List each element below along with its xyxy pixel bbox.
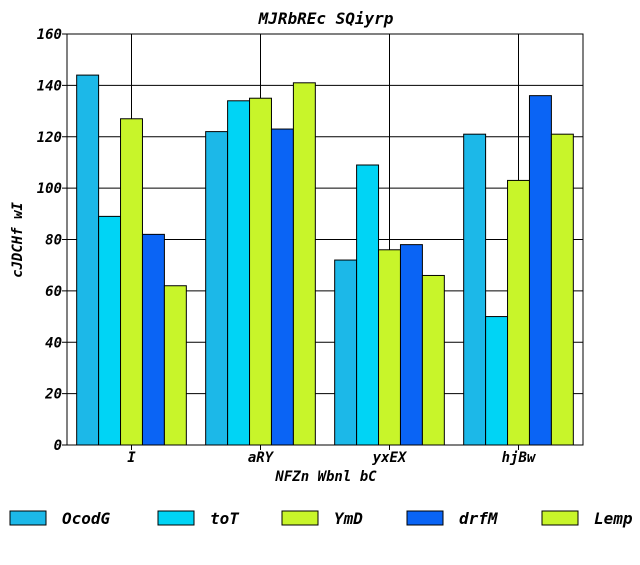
bar-toT-yxEX xyxy=(356,164,380,446)
bar-toT-hjBw xyxy=(485,316,509,446)
bar-OcodG-yxEX xyxy=(334,259,358,446)
bar-toT-I xyxy=(98,215,122,446)
x-axis-label: NFZn Wbnl bC xyxy=(274,469,377,485)
legend-label-Lemp: Lemp xyxy=(594,509,633,528)
y-tick-label: 80 xyxy=(45,233,62,249)
x-tick-label: I xyxy=(127,450,136,466)
bar-OcodG-I xyxy=(76,74,100,446)
bar-OcodG-hjBw xyxy=(463,133,487,446)
legend: OcodG toT YmD drfM Lemp xyxy=(9,509,633,528)
x-tick-label: hjBw xyxy=(502,450,537,466)
bar-drfM-yxEX xyxy=(399,244,423,446)
bar-Lemp-yxEX xyxy=(421,274,445,446)
bar-YmD-aRY xyxy=(249,97,272,446)
y-tick-label: 20 xyxy=(44,387,62,403)
bar-YmD-I xyxy=(120,118,143,446)
legend-swatch-Lemp xyxy=(541,510,579,526)
y-tick-label: 160 xyxy=(37,27,62,43)
bar-toT-aRY xyxy=(227,100,251,446)
legend-swatch-drfM xyxy=(406,510,444,526)
legend-swatch-YmD xyxy=(281,510,319,526)
y-tick-label: 60 xyxy=(45,284,62,300)
chart-title: MJRbREc SQiyrp xyxy=(258,9,394,28)
legend-swatch-OcodG xyxy=(9,510,47,526)
legend-label-drfM: drfM xyxy=(459,509,499,528)
y-axis-label: cJDCHf wI xyxy=(10,202,26,278)
legend-swatch-toT xyxy=(157,510,195,526)
bar-YmD-hjBw xyxy=(507,179,530,446)
bar-OcodG-aRY xyxy=(205,131,229,446)
x-tick-label: aRY xyxy=(248,450,275,466)
y-tick-label: 100 xyxy=(37,181,62,197)
y-tick-label: 0 xyxy=(54,438,62,454)
bar-drfM-hjBw xyxy=(528,95,552,446)
bar-YmD-yxEX xyxy=(378,249,401,446)
y-tick-label: 40 xyxy=(45,335,62,351)
bar-drfM-I xyxy=(141,233,165,446)
x-tick-label: yxEX xyxy=(372,450,408,466)
bar-drfM-aRY xyxy=(270,128,294,446)
legend-label-OcodG: OcodG xyxy=(62,509,111,528)
y-tick-label: 120 xyxy=(37,130,62,146)
legend-label-toT: toT xyxy=(210,509,240,528)
y-tick-label: 140 xyxy=(37,78,62,94)
bar-Lemp-I xyxy=(163,285,187,446)
bar-Lemp-hjBw xyxy=(550,133,574,446)
legend-label-YmD: YmD xyxy=(334,509,363,528)
bar-Lemp-aRY xyxy=(292,82,316,446)
y-axis: 0 20 40 60 80 100 120 140 160 xyxy=(37,27,67,454)
